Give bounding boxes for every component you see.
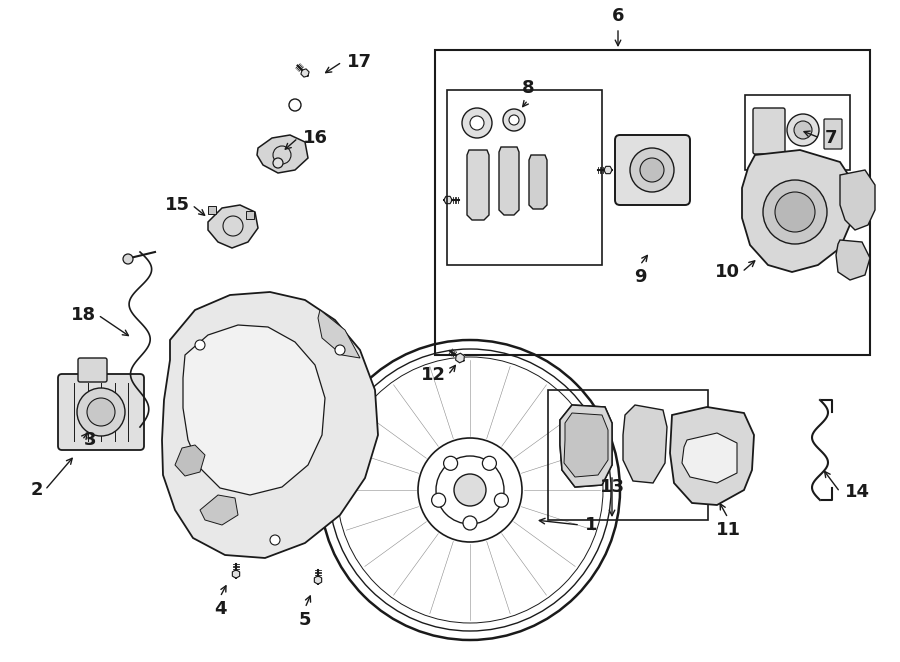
Circle shape: [77, 388, 125, 436]
FancyBboxPatch shape: [753, 108, 785, 154]
Circle shape: [640, 158, 664, 182]
Circle shape: [482, 456, 497, 470]
Polygon shape: [560, 405, 612, 487]
Polygon shape: [88, 424, 95, 432]
Circle shape: [787, 114, 819, 146]
Text: 1: 1: [585, 516, 598, 534]
Circle shape: [454, 474, 486, 506]
Circle shape: [763, 180, 827, 244]
Circle shape: [273, 158, 283, 168]
Text: 15: 15: [165, 196, 190, 214]
Circle shape: [123, 254, 133, 264]
FancyBboxPatch shape: [824, 119, 842, 149]
Polygon shape: [499, 147, 519, 215]
Text: 17: 17: [347, 53, 372, 71]
Text: 8: 8: [522, 79, 535, 97]
Text: 10: 10: [715, 263, 740, 281]
Circle shape: [444, 456, 457, 470]
Text: 2: 2: [31, 481, 43, 499]
Text: 12: 12: [421, 366, 446, 384]
Polygon shape: [682, 433, 737, 483]
Bar: [745, 95, 850, 170]
FancyBboxPatch shape: [615, 135, 690, 205]
Polygon shape: [467, 150, 489, 220]
Bar: [246, 211, 254, 219]
Polygon shape: [175, 445, 205, 476]
Polygon shape: [455, 354, 464, 363]
Polygon shape: [604, 166, 612, 173]
Circle shape: [494, 493, 508, 507]
Text: 7: 7: [825, 129, 838, 147]
Polygon shape: [301, 69, 309, 77]
Text: 13: 13: [599, 478, 625, 496]
Polygon shape: [232, 570, 239, 578]
Bar: [208, 206, 216, 214]
Polygon shape: [836, 240, 870, 280]
Circle shape: [270, 535, 280, 545]
Text: 9: 9: [634, 268, 646, 286]
Text: 6: 6: [612, 7, 625, 25]
Polygon shape: [564, 413, 608, 477]
Polygon shape: [444, 197, 452, 204]
Circle shape: [509, 115, 519, 125]
Polygon shape: [318, 310, 360, 358]
Text: 11: 11: [716, 521, 741, 539]
FancyBboxPatch shape: [58, 374, 144, 450]
Polygon shape: [742, 150, 855, 272]
Circle shape: [335, 345, 345, 355]
Circle shape: [630, 148, 674, 192]
FancyBboxPatch shape: [78, 358, 107, 382]
Polygon shape: [840, 170, 875, 230]
Circle shape: [775, 192, 815, 232]
Circle shape: [87, 398, 115, 426]
Text: 18: 18: [71, 306, 96, 324]
Bar: [548, 390, 708, 520]
Text: 5: 5: [299, 611, 311, 629]
Polygon shape: [670, 407, 754, 505]
Circle shape: [503, 109, 525, 131]
Circle shape: [432, 493, 446, 507]
Polygon shape: [162, 292, 378, 558]
Circle shape: [462, 108, 492, 138]
Circle shape: [195, 340, 205, 350]
Bar: [435, 50, 870, 355]
Circle shape: [470, 116, 484, 130]
Polygon shape: [314, 576, 321, 584]
Polygon shape: [200, 495, 238, 525]
Circle shape: [463, 516, 477, 530]
Text: 14: 14: [845, 483, 870, 501]
Text: 3: 3: [84, 431, 96, 449]
Polygon shape: [257, 135, 308, 173]
Polygon shape: [183, 325, 325, 495]
Polygon shape: [623, 405, 667, 483]
Polygon shape: [529, 155, 547, 209]
Bar: [447, 90, 602, 265]
Polygon shape: [560, 405, 612, 487]
Polygon shape: [208, 205, 258, 248]
Text: 4: 4: [214, 600, 226, 618]
Text: 16: 16: [303, 129, 328, 147]
Circle shape: [794, 121, 812, 139]
